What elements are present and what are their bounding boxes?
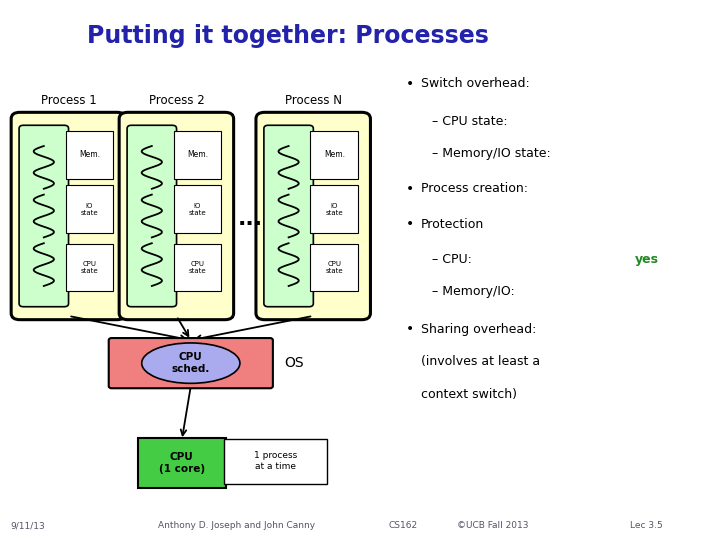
FancyBboxPatch shape	[174, 131, 222, 179]
Text: 9/11/13: 9/11/13	[11, 521, 45, 530]
Ellipse shape	[142, 343, 240, 383]
Text: CPU
state: CPU state	[81, 261, 99, 274]
Text: – CPU state:: – CPU state:	[432, 115, 512, 128]
Text: CPU
state: CPU state	[325, 261, 343, 274]
Text: Putting it together: Processes: Putting it together: Processes	[87, 24, 489, 48]
FancyBboxPatch shape	[109, 338, 273, 388]
Text: context switch): context switch)	[421, 388, 517, 401]
Text: Process creation:: Process creation:	[421, 183, 532, 195]
Text: •: •	[406, 182, 414, 196]
Text: CPU
state: CPU state	[189, 261, 207, 274]
Text: •: •	[406, 77, 414, 91]
FancyBboxPatch shape	[174, 244, 222, 292]
Text: CS162: CS162	[389, 521, 418, 530]
FancyBboxPatch shape	[66, 244, 114, 292]
Text: Anthony D. Joseph and John Canny: Anthony D. Joseph and John Canny	[158, 521, 315, 530]
Text: Process N: Process N	[284, 94, 342, 107]
FancyBboxPatch shape	[138, 438, 226, 488]
Text: Process 2: Process 2	[148, 94, 204, 107]
FancyBboxPatch shape	[310, 185, 359, 233]
Text: CPU
sched.: CPU sched.	[171, 353, 210, 374]
Text: •: •	[406, 322, 414, 336]
Text: ©UCB Fall 2013: ©UCB Fall 2013	[457, 521, 528, 530]
Text: – Memory/IO state:: – Memory/IO state:	[432, 147, 554, 160]
Text: •: •	[406, 217, 414, 231]
Text: Process 1: Process 1	[40, 94, 96, 107]
Text: IO
state: IO state	[189, 202, 207, 215]
Text: Mem.: Mem.	[187, 150, 208, 159]
FancyBboxPatch shape	[66, 131, 114, 179]
Text: Mem.: Mem.	[79, 150, 100, 159]
FancyBboxPatch shape	[19, 125, 68, 307]
Text: IO
state: IO state	[325, 202, 343, 215]
Text: Protection: Protection	[421, 218, 485, 231]
Text: yes: yes	[634, 253, 659, 266]
FancyBboxPatch shape	[174, 185, 222, 233]
FancyBboxPatch shape	[127, 125, 176, 307]
Text: Mem.: Mem.	[324, 150, 345, 159]
FancyBboxPatch shape	[11, 112, 125, 320]
Text: CPU
(1 core): CPU (1 core)	[158, 453, 205, 474]
Text: Sharing overhead:: Sharing overhead:	[421, 323, 541, 336]
FancyBboxPatch shape	[119, 112, 233, 320]
Text: Lec 3.5: Lec 3.5	[630, 521, 662, 530]
Text: 1 process
at a time: 1 process at a time	[253, 451, 297, 471]
Text: – Memory/IO:: – Memory/IO:	[432, 285, 518, 298]
FancyBboxPatch shape	[310, 131, 359, 179]
Text: OS: OS	[284, 356, 304, 370]
Text: (involves at least a: (involves at least a	[421, 355, 540, 368]
Text: Switch overhead:: Switch overhead:	[421, 77, 534, 90]
Text: ...: ...	[238, 208, 263, 229]
FancyBboxPatch shape	[264, 125, 313, 307]
FancyBboxPatch shape	[66, 185, 114, 233]
FancyBboxPatch shape	[224, 438, 327, 484]
Text: – CPU:: – CPU:	[432, 253, 476, 266]
Text: IO
state: IO state	[81, 202, 99, 215]
FancyBboxPatch shape	[310, 244, 359, 292]
FancyBboxPatch shape	[256, 112, 370, 320]
